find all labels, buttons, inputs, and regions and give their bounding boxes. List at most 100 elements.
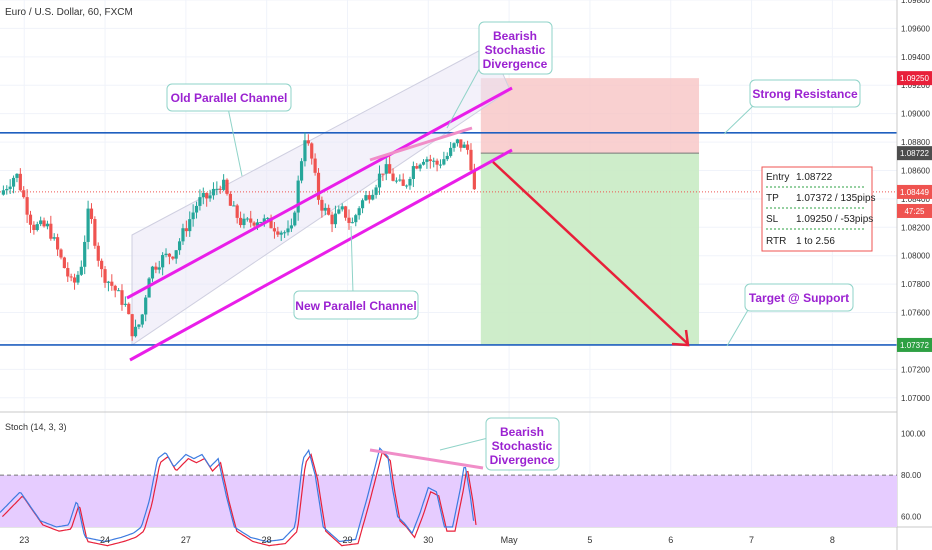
time-axis: 23 24 27 28 29 30 May 5 6 7 8	[19, 535, 835, 545]
candle-body	[86, 208, 90, 242]
candle-body	[299, 161, 304, 181]
x-tick-label: 6	[668, 535, 673, 545]
candle-body	[113, 285, 117, 291]
candle-body	[303, 140, 307, 162]
candle-body	[377, 173, 382, 188]
candle-body	[208, 195, 212, 199]
target-label: Target @ Support	[749, 291, 849, 305]
candle-body	[337, 209, 341, 214]
candle-body	[42, 220, 46, 227]
forecast-arrow-head	[671, 329, 690, 347]
candle-body	[310, 143, 314, 159]
candle-body	[205, 192, 209, 199]
candle-body	[127, 303, 131, 315]
price-tags: 1.09250 1.08722 1.08449 47:25 1.07372	[897, 71, 932, 352]
price-tag-label: 1.08449	[900, 188, 929, 197]
candle-body	[198, 197, 202, 206]
stoch-k-line	[0, 446, 475, 543]
old-channel-callout: Old Parallel Channel	[166, 83, 292, 177]
x-tick-label: 28	[262, 535, 272, 545]
candle-body	[286, 228, 290, 233]
stoch-title: Stoch (14, 3, 3)	[5, 422, 67, 432]
candle-body	[62, 257, 66, 269]
candle-body	[96, 245, 100, 261]
y-tick-label: 1.07800	[901, 280, 930, 289]
stoch-d-line	[1, 451, 477, 547]
candle-body	[252, 222, 256, 226]
candle-body	[442, 159, 446, 165]
candle-body	[374, 187, 378, 195]
candle-body	[133, 326, 138, 337]
candle-body	[177, 241, 182, 251]
candle-body	[296, 180, 300, 213]
trade-rtr-label: RTR	[766, 236, 786, 247]
target-callout: Target @ Support	[726, 283, 854, 347]
candle-body	[462, 144, 466, 148]
candle-body	[333, 213, 338, 225]
candle-body	[28, 214, 33, 225]
price-tag	[897, 203, 932, 218]
candle-body	[228, 193, 233, 206]
candle-body	[22, 190, 26, 198]
candle-body	[391, 173, 395, 181]
stoch-divergence-label: Bearish Stochastic Divergence	[490, 425, 555, 467]
stoch-divergence-callout: Bearish Stochastic Divergence	[439, 417, 560, 471]
y-tick-label: 1.09000	[901, 110, 930, 119]
candle-body	[39, 220, 43, 225]
candle-body	[161, 255, 165, 268]
candle-body	[164, 253, 168, 256]
candle-body	[18, 173, 22, 191]
x-tick-label: 5	[587, 535, 592, 545]
x-tick-label: 23	[19, 535, 29, 545]
candle-body	[262, 218, 266, 223]
trade-entry-value: 1.08722	[796, 172, 833, 183]
candle-body	[408, 178, 412, 186]
candle-body	[452, 143, 456, 148]
candle-body	[181, 228, 185, 242]
candle-body	[11, 177, 16, 187]
candle-body	[167, 253, 172, 257]
y-tick-label: 1.09800	[901, 0, 930, 5]
price-candles	[1, 132, 476, 341]
price-tag	[897, 71, 932, 86]
y-tick-label: 1.08800	[901, 138, 930, 147]
candle-body	[116, 290, 121, 292]
candle-body	[415, 166, 419, 169]
new-channel-upper-line	[126, 86, 513, 300]
trade-sl-label: SL	[766, 214, 779, 225]
stochastic-pane	[0, 446, 897, 547]
candle-body	[354, 215, 358, 223]
candle-body	[144, 297, 148, 315]
price-tag	[897, 184, 932, 199]
candle-body	[110, 281, 114, 286]
candle-body	[45, 223, 50, 227]
candle-body	[455, 139, 460, 144]
candle-body	[103, 269, 107, 283]
symbol-title: Euro / U.S. Dollar, 60, FXCM	[5, 7, 133, 18]
candle-body	[394, 180, 399, 182]
candle-body	[293, 212, 297, 226]
candle-body	[59, 249, 63, 258]
trade-entry-label: Entry	[766, 172, 789, 183]
x-tick-label: 7	[749, 535, 754, 545]
candle-body	[381, 173, 385, 175]
candle-body	[238, 217, 243, 226]
candle-body	[289, 225, 293, 229]
candle-body	[266, 217, 270, 219]
candle-body	[245, 218, 249, 220]
price-tag-label: 47:25	[904, 207, 925, 216]
candle-body	[188, 219, 192, 232]
y-tick-label: 1.07600	[901, 309, 930, 318]
channel-drawings	[126, 86, 690, 362]
candle-body	[367, 195, 371, 200]
resistance-label: Strong Resistance	[752, 87, 858, 101]
candle-body	[360, 200, 365, 209]
candle-body	[259, 222, 263, 224]
candle-body	[404, 185, 409, 187]
candle-body	[276, 231, 280, 235]
candle-body	[449, 147, 453, 156]
candle-body	[100, 260, 104, 270]
candle-body	[398, 179, 402, 181]
candle-body	[69, 276, 73, 278]
